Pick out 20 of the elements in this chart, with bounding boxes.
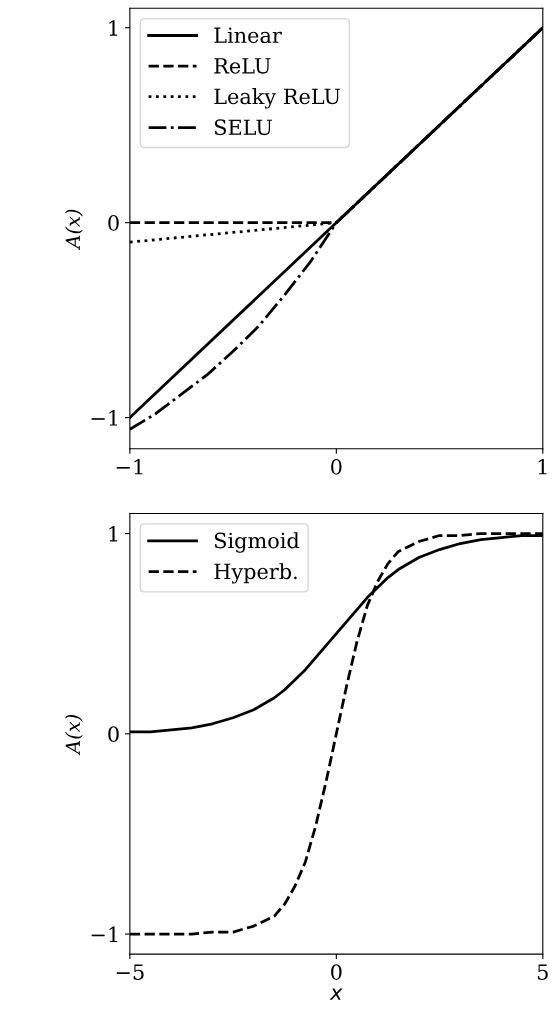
y-tick-label: 0 [108, 726, 119, 742]
x-tick-label: 1 [538, 458, 547, 475]
legend-label: Leaky ReLU [214, 88, 341, 109]
legend-label: SELU [214, 119, 272, 136]
legend-label: ReLU [214, 58, 271, 74]
x-tick-label: 5 [537, 964, 548, 980]
legend-label: Sigmoid [214, 532, 300, 553]
legend-label: Linear [214, 27, 282, 44]
y-axis-title: A(x) [65, 714, 83, 756]
y-tick-label: 1 [109, 525, 118, 542]
x-tick-label: −5 [116, 964, 144, 980]
y-tick-label: 1 [109, 20, 118, 36]
y-tick-label: −1 [91, 410, 118, 426]
legend-label: Hyperb. [214, 563, 297, 584]
x-tick-label: 0 [331, 964, 342, 980]
y-axis-title: A(x) [65, 209, 83, 251]
y-tick-label: 0 [108, 215, 119, 231]
y-tick-label: −1 [91, 926, 118, 942]
x-axis-title: x [329, 988, 343, 1000]
x-tick-label: 0 [331, 458, 342, 475]
